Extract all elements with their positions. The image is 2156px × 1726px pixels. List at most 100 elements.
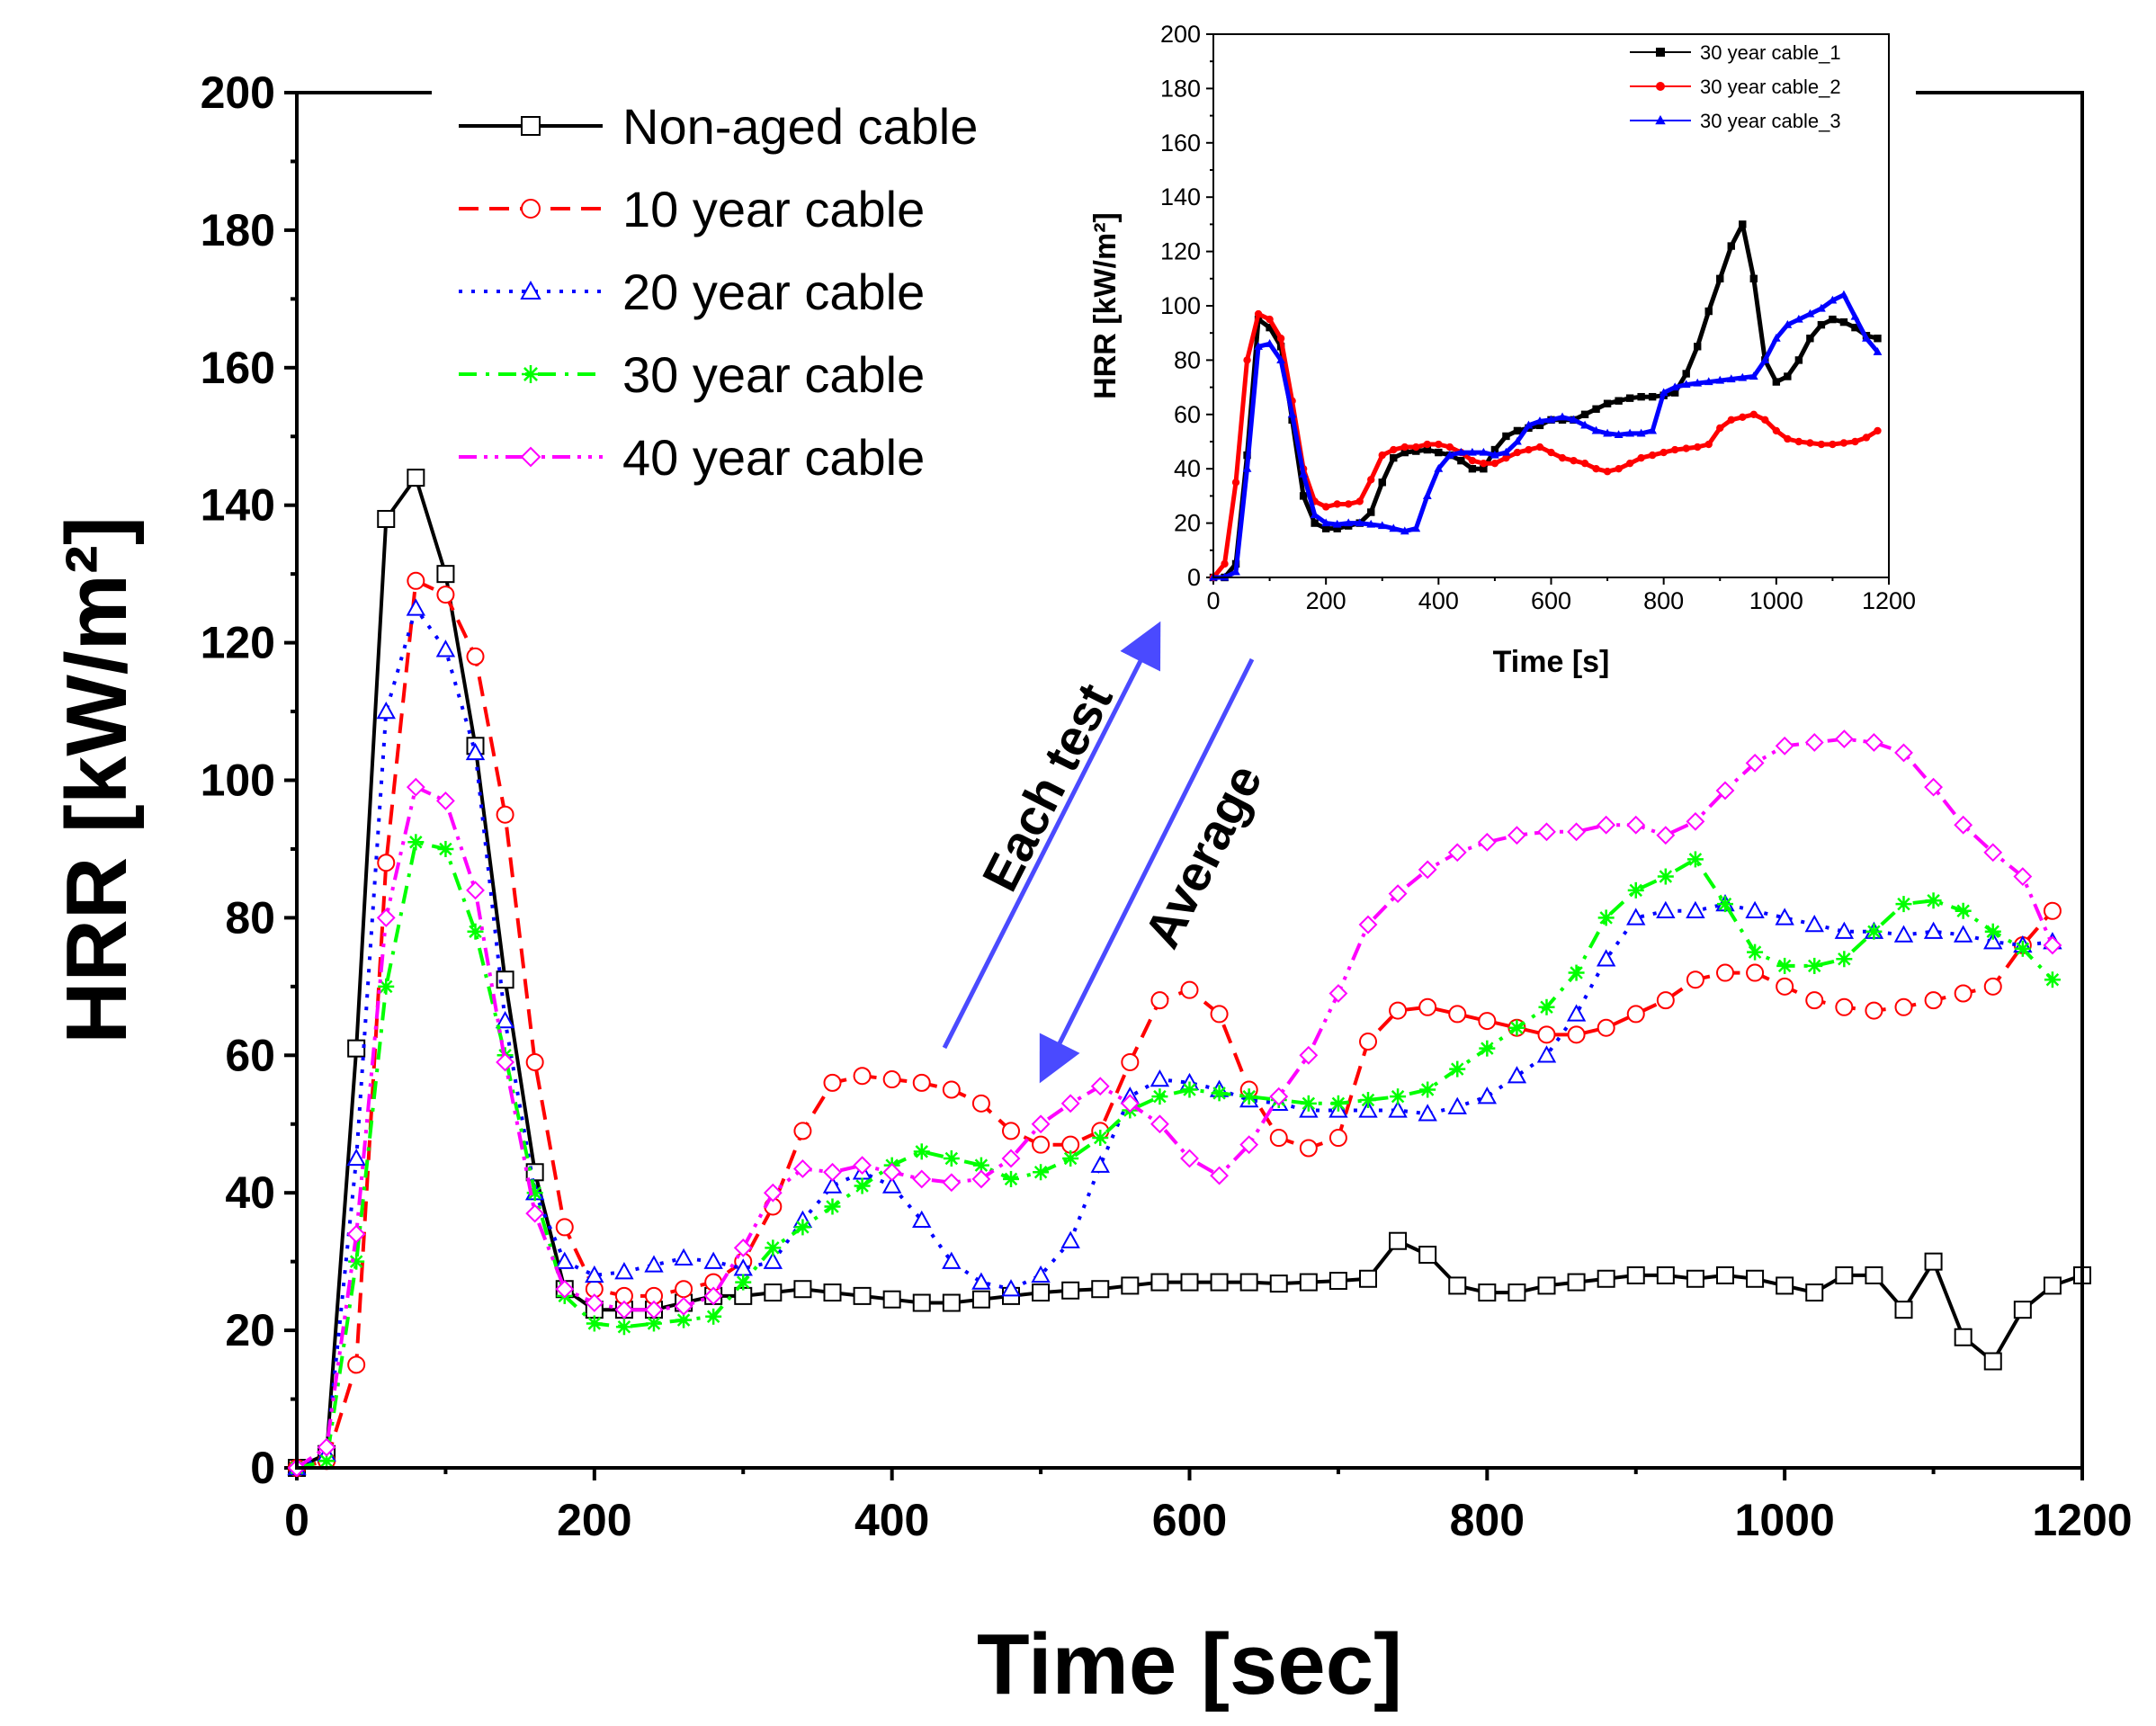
main-data-point xyxy=(1092,1130,1109,1147)
inset-data-point xyxy=(1615,465,1623,473)
inset-data-point xyxy=(1344,518,1354,527)
inset-data-point xyxy=(1321,503,1330,511)
main-data-point xyxy=(1060,1230,1080,1248)
main-x-tick-label: 200 xyxy=(557,1495,631,1545)
inset-data-point xyxy=(1445,450,1454,459)
inset-data-point xyxy=(1467,447,1477,456)
main-data-point xyxy=(1062,1149,1079,1167)
inset-y-axis-title: HRR [kW/m²] xyxy=(1088,212,1123,399)
main-data-point xyxy=(1300,1095,1317,1112)
inset-data-point xyxy=(1546,415,1556,424)
main-data-point xyxy=(496,1052,514,1072)
inset-legend: 30 year cable_1 30 year cable_2 30 year ca… xyxy=(1630,41,1841,132)
main-data-point xyxy=(1954,984,1973,1003)
main-data-point xyxy=(1478,1012,1497,1031)
main-data-point xyxy=(1418,860,1437,880)
main-data-point xyxy=(971,1094,990,1113)
inset-data-point xyxy=(1502,432,1510,441)
inset-data-point xyxy=(1738,372,1748,381)
inset-data-point xyxy=(1715,375,1725,384)
main-data-point xyxy=(1210,1166,1229,1185)
main-data-point xyxy=(1211,1085,1228,1102)
main-data-point xyxy=(1447,843,1467,863)
main-data-point xyxy=(585,1293,604,1312)
main-data-point xyxy=(1032,1135,1051,1154)
inset-y-tick-label: 80 xyxy=(1174,346,1201,373)
main-data-point xyxy=(674,1296,693,1316)
inset-data-point xyxy=(1591,425,1601,434)
main-data-point xyxy=(1566,1004,1587,1022)
inset-legend-label: 30 year cable_2 xyxy=(1700,76,1841,98)
inset-data-point xyxy=(1333,500,1341,508)
inset-data-point xyxy=(1524,420,1534,429)
main-data-point xyxy=(1180,1273,1199,1292)
main-data-point xyxy=(1001,1149,1021,1168)
main-data-point xyxy=(1003,1170,1019,1187)
main-data-point xyxy=(495,1011,515,1029)
inset-data-point xyxy=(1716,424,1724,433)
main-data-point xyxy=(1239,1135,1259,1155)
inset-plot: 0 200 400 600 800 1000 1200 0 20 40 60 80 100 120 140 1… xyxy=(1075,0,1916,693)
main-legend-marker xyxy=(520,280,541,300)
main-data-point xyxy=(585,1265,604,1283)
main-data-point xyxy=(555,1251,575,1269)
main-data-point xyxy=(1390,1088,1407,1105)
inset-data-point xyxy=(1614,430,1624,439)
main-data-point xyxy=(1656,826,1676,845)
inset-legend-marker xyxy=(1656,82,1665,91)
inset-data-point xyxy=(1310,510,1320,519)
inset-data-point xyxy=(1648,451,1657,460)
inset-data-point xyxy=(1862,434,1871,442)
inset-legend-label: 30 year cable_1 xyxy=(1700,41,1841,64)
main-data-point xyxy=(1537,1276,1556,1295)
inset-y-tick-label: 20 xyxy=(1174,510,1201,537)
inset-data-point xyxy=(1693,378,1703,387)
inset-data-point xyxy=(1570,456,1578,465)
main-data-point xyxy=(912,1293,931,1312)
main-data-point xyxy=(1568,964,1585,981)
inset-data-point xyxy=(1637,392,1645,401)
main-data-point xyxy=(1893,925,1914,943)
inset-data-point xyxy=(1637,453,1645,462)
inset-y-tick-label: 200 xyxy=(1160,21,1201,48)
inset-data-point xyxy=(1716,274,1724,283)
main-data-point xyxy=(1210,1005,1229,1024)
inset-data-point xyxy=(1535,416,1544,425)
main-data-point xyxy=(1507,1066,1527,1084)
inset-data-point xyxy=(1805,309,1815,317)
main-data-point xyxy=(1834,729,1854,749)
inset-data-point xyxy=(1761,416,1769,425)
inset-data-point xyxy=(1501,447,1511,456)
inset-data-point xyxy=(1434,463,1444,472)
inset-data-point xyxy=(1682,444,1690,452)
main-data-point xyxy=(1776,1276,1794,1295)
inset-data-point xyxy=(1625,428,1635,437)
main-data-point xyxy=(943,1149,960,1167)
main-data-point xyxy=(1210,1273,1229,1292)
main-y-tick-label: 80 xyxy=(225,892,275,943)
main-data-point xyxy=(376,701,396,720)
inset-data-point xyxy=(1231,478,1240,487)
main-data-point xyxy=(1955,902,1972,919)
main-data-point xyxy=(1299,1273,1318,1292)
inset-data-point xyxy=(1760,355,1770,363)
main-data-point xyxy=(971,1272,991,1290)
inset-series-2 xyxy=(1209,290,1883,581)
main-data-point xyxy=(1746,1269,1765,1288)
main-data-point xyxy=(913,1143,930,1160)
main-data-point xyxy=(436,565,455,584)
inset-data-point xyxy=(1580,459,1589,468)
main-data-point xyxy=(1865,923,1883,940)
main-data-point xyxy=(942,1251,962,1269)
main-data-point xyxy=(496,805,514,824)
inset-data-point xyxy=(1670,445,1679,454)
main-data-point xyxy=(644,1300,664,1319)
main-data-point xyxy=(436,586,455,604)
inset-y-tick-label: 40 xyxy=(1174,455,1201,482)
inset-data-point xyxy=(1390,445,1398,454)
main-data-point xyxy=(823,1162,842,1182)
inset-data-point xyxy=(1625,394,1634,402)
inset-legend-label: 30 year cable_3 xyxy=(1700,110,1841,132)
inset-data-point xyxy=(1423,440,1432,449)
main-data-point xyxy=(1479,1040,1496,1057)
